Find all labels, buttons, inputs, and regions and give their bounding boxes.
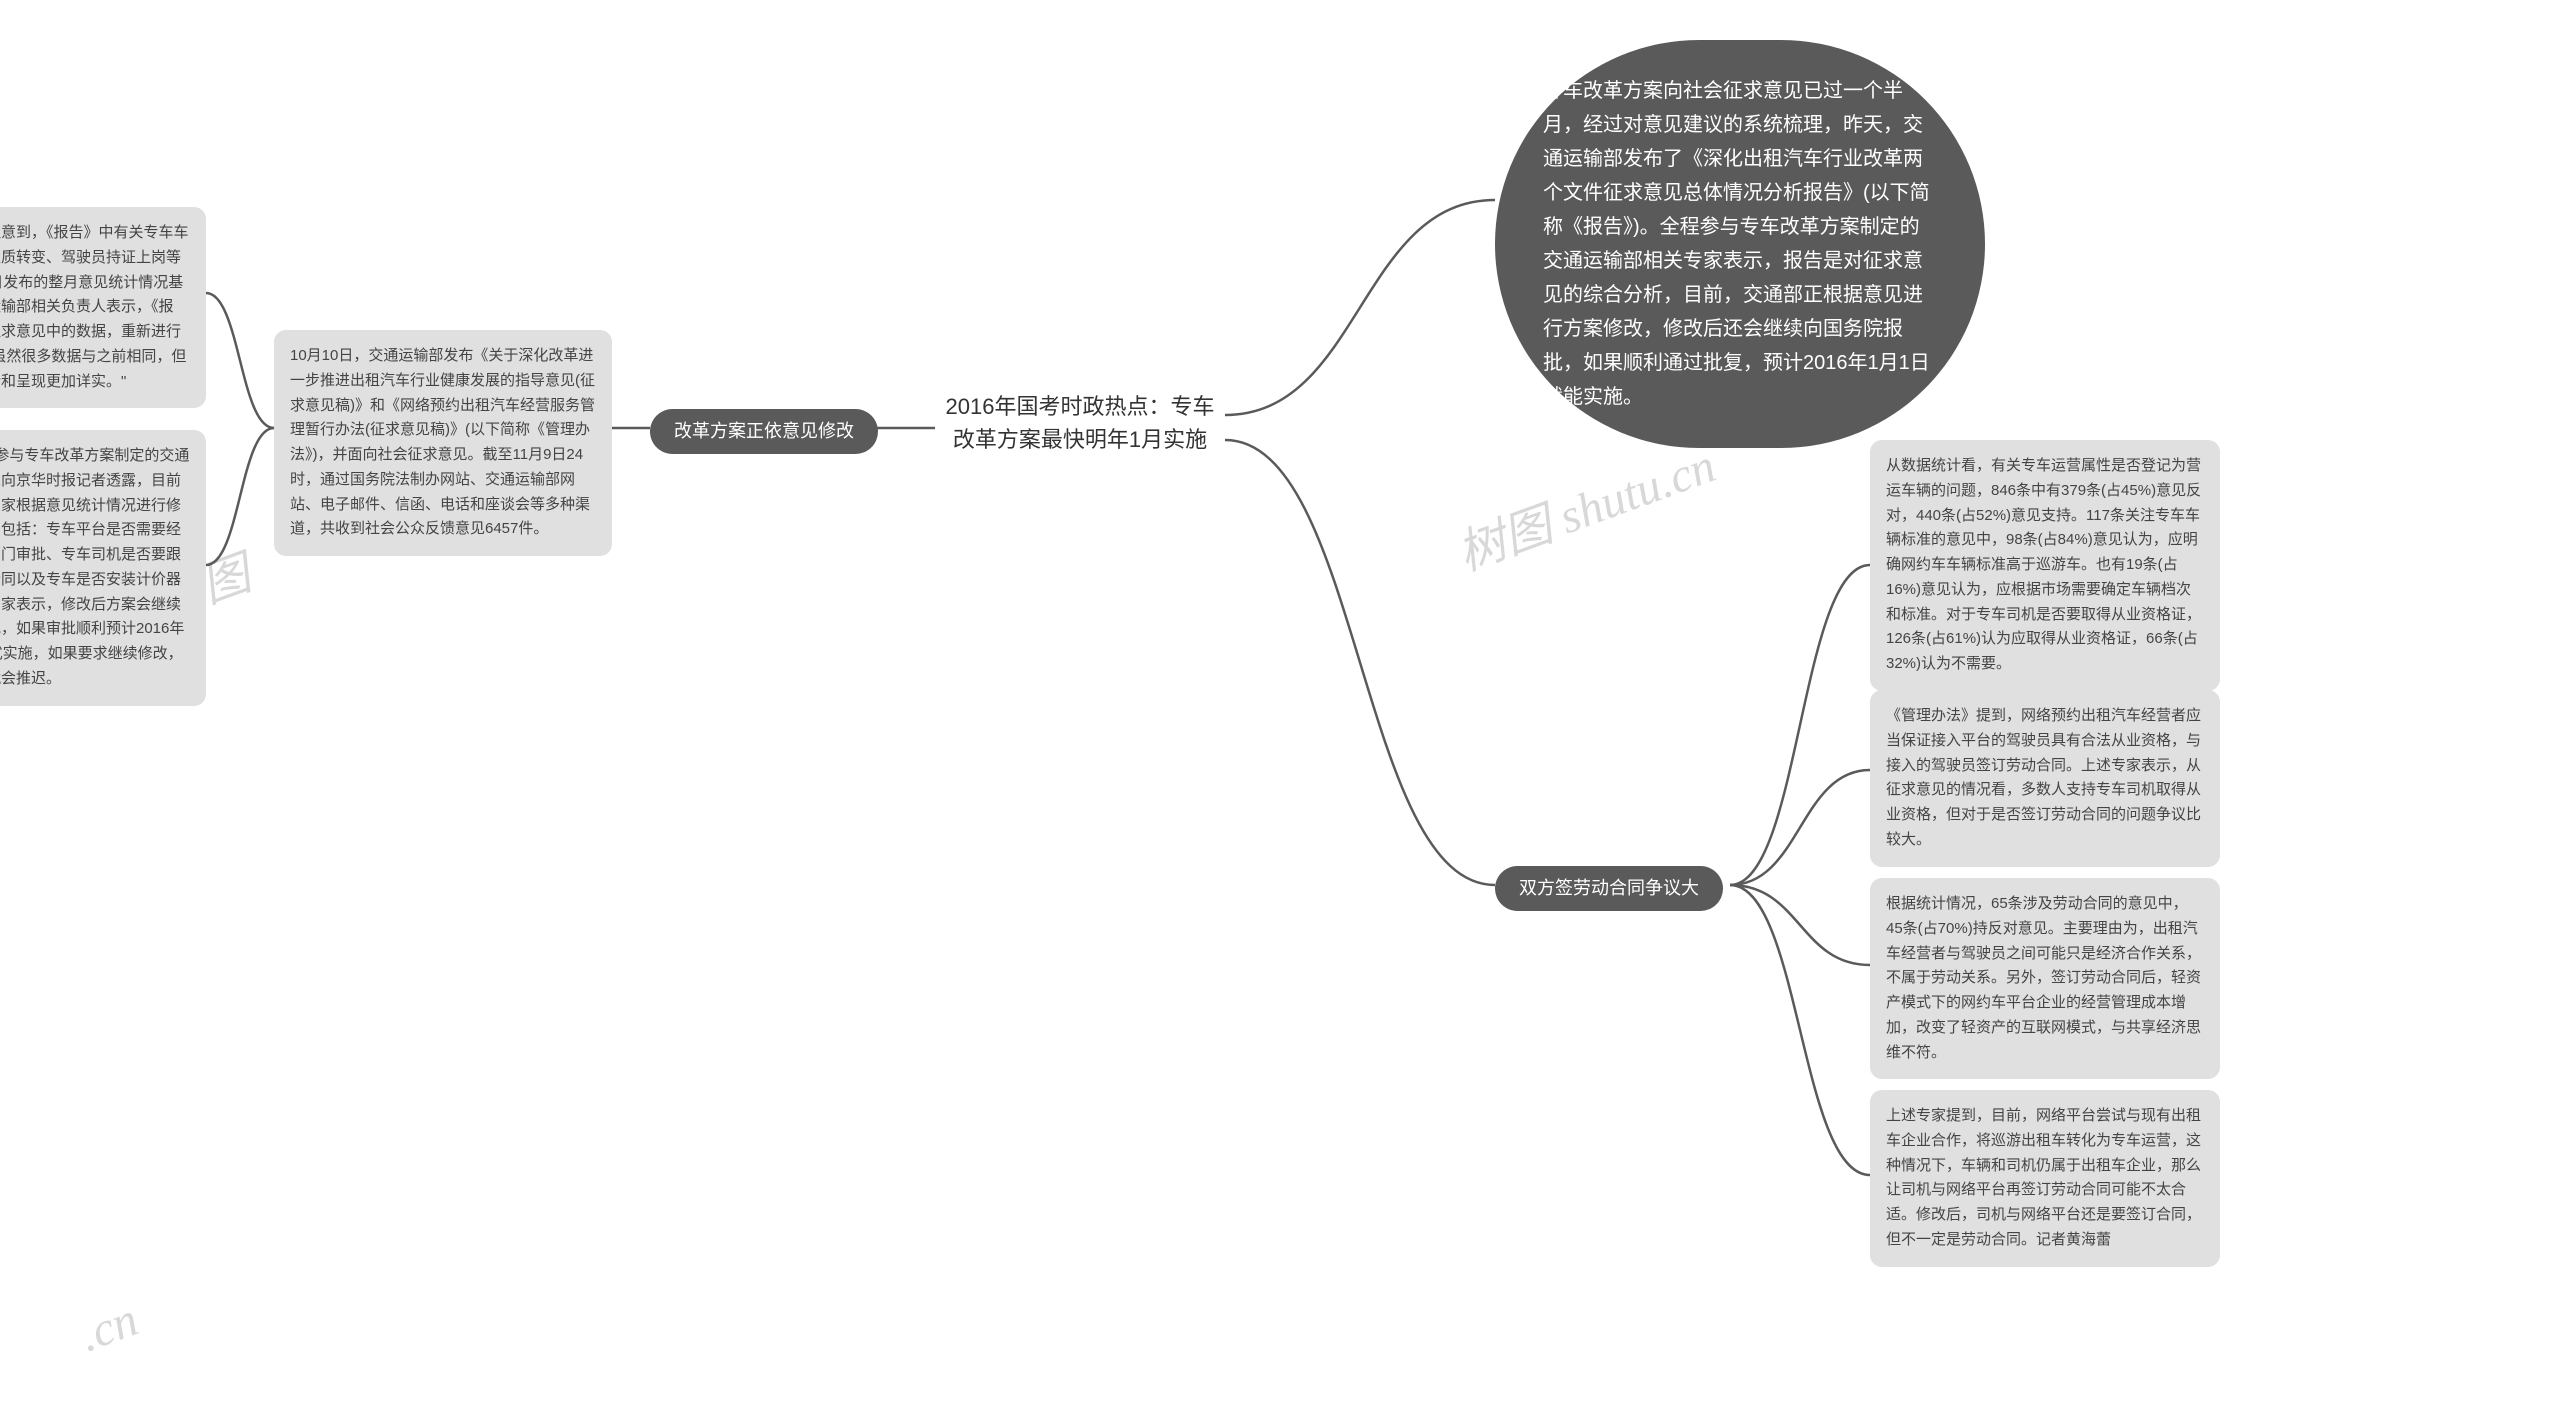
left-branch-label: 改革方案正依意见修改 <box>650 409 878 454</box>
right-detail: 根据统计情况，65条涉及劳动合同的意见中，45条(占70%)持反对意见。主要理由… <box>1870 878 2220 1079</box>
mindmap-center: 2016年国考时政热点：专车改革方案最快明年1月实施 <box>935 390 1225 456</box>
left-branch-mid: 10月10日，交通运输部发布《关于深化改革进一步推进出租汽车行业健康发展的指导意… <box>274 330 612 556</box>
watermark: .cn <box>72 1292 145 1363</box>
right-branch-label: 双方签劳动合同争议大 <box>1495 866 1723 911</box>
left-detail: 昨晚8点，全程参与专车改革方案制定的交通运输部相关专家向京华时报记者透露，目前交… <box>0 430 206 706</box>
watermark: 树图 shutu.cn <box>1446 426 1723 584</box>
right-detail: 《管理办法》提到，网络预约出租汽车经营者应当保证接入平台的驾驶员具有合法从业资格… <box>1870 690 2220 867</box>
left-detail: 京华时报记者注意到，《报告》中有关专车车辆标准、营运性质转变、驾驶员持证上岗等数… <box>0 207 206 408</box>
intro-bubble: 专车改革方案向社会征求意见已过一个半月，经过对意见建议的系统梳理，昨天，交通运输… <box>1495 40 1985 448</box>
right-detail: 从数据统计看，有关专车运营属性是否登记为营运车辆的问题，846条中有379条(占… <box>1870 440 2220 691</box>
right-detail: 上述专家提到，目前，网络平台尝试与现有出租车企业合作，将巡游出租车转化为专车运营… <box>1870 1090 2220 1267</box>
